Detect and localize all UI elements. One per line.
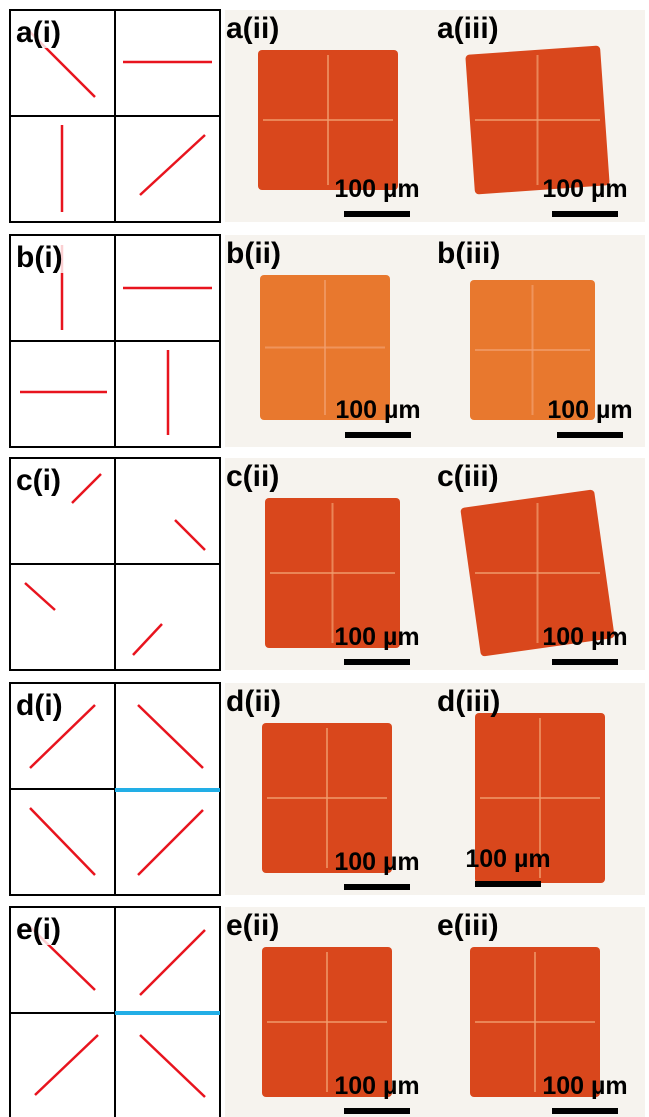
scale-bar	[345, 432, 411, 438]
scale-bar	[475, 881, 541, 887]
scale-bar-label: 100 µm	[334, 623, 419, 651]
scale-bar-label: 100 µm	[542, 623, 627, 651]
scale-bar-label: 100 µm	[334, 175, 419, 203]
panel-label: c(iii)	[437, 460, 499, 493]
panel-label: c(i)	[16, 464, 61, 497]
panel-label: a(i)	[16, 16, 61, 49]
figure: a(i) a(ii) a(iii) 100 µm 100 µm b(i) b(ii) b(ii…	[0, 0, 649, 1117]
scale-bar-label: 100 µm	[542, 1072, 627, 1100]
scale-bar	[552, 1108, 618, 1114]
scale-bar	[344, 211, 410, 217]
scale-bar-label: 100 µm	[334, 848, 419, 876]
panel-label: b(i)	[16, 241, 63, 274]
panel-label: c(ii)	[226, 460, 279, 493]
panel-label: d(iii)	[437, 685, 500, 718]
panel-label: d(ii)	[226, 685, 281, 718]
scale-bar-label: 100 µm	[465, 845, 550, 873]
scale-bar	[557, 432, 623, 438]
scale-bar	[344, 1108, 410, 1114]
panel-label: b(ii)	[226, 237, 281, 270]
panel-label: e(ii)	[226, 909, 279, 942]
panel: b(i) b(ii) b(iii) 100 µm 100 µm	[10, 235, 645, 447]
panel-label: b(iii)	[437, 237, 500, 270]
panel-label: a(iii)	[437, 12, 499, 45]
panel-label: e(i)	[16, 913, 61, 946]
panel: d(i) d(ii) d(iii) 100 µm 100 µm	[10, 683, 645, 895]
panel-label: d(i)	[16, 689, 63, 722]
panel-label: e(iii)	[437, 909, 499, 942]
scale-bar-label: 100 µm	[542, 175, 627, 203]
scale-bar-label: 100 µm	[334, 1072, 419, 1100]
panel: a(i) a(ii) a(iii) 100 µm 100 µm	[10, 10, 645, 222]
scale-bar	[552, 659, 618, 665]
scale-bar-label: 100 µm	[335, 396, 420, 424]
panel: e(i) e(ii) e(iii) 100 µm 100 µm	[10, 907, 645, 1117]
panel-label: a(ii)	[226, 12, 279, 45]
scale-bar	[344, 659, 410, 665]
scale-bar	[344, 884, 410, 890]
scale-bar	[552, 211, 618, 217]
scale-bar-label: 100 µm	[547, 396, 632, 424]
panel: c(i) c(ii) c(iii) 100 µm 100 µm	[10, 458, 645, 670]
